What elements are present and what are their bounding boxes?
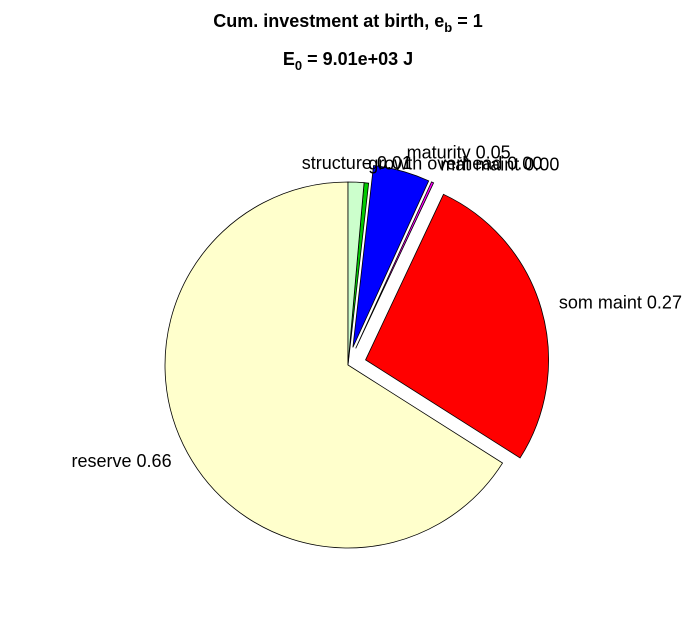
slice-name: som maint <box>559 292 642 312</box>
slice-name: maturity <box>407 142 471 162</box>
slice-name: growth overhead <box>368 153 502 173</box>
chart-title: Cum. investment at birth, eb = 1 <box>213 11 483 36</box>
title-text: Cum. investment at birth, e <box>213 11 444 31</box>
pie-slice <box>365 193 549 459</box>
slice-name: mat maint <box>440 154 519 174</box>
subtitle-text: E <box>283 49 295 69</box>
slice-value: 0.01 <box>377 153 412 173</box>
pie-slice <box>164 181 504 549</box>
slice-label: reserve 0.66 <box>72 451 172 471</box>
slice-value: 0.00 <box>507 153 542 173</box>
title-text: = 1 <box>452 11 483 31</box>
slice-value: 0.05 <box>476 142 511 162</box>
slice-label: som maint 0.27 <box>559 292 682 312</box>
subtitle-text: = 9.01e+03 J <box>302 49 413 69</box>
slice-value: 0.66 <box>137 451 172 471</box>
subtitle-subscript: 0 <box>295 58 302 73</box>
slice-value: 0.27 <box>647 292 682 312</box>
pie-slice <box>352 165 430 348</box>
pie-slice <box>355 181 435 349</box>
slice-label: maturity 0.05 <box>407 142 511 162</box>
slice-name: structure <box>302 153 372 173</box>
chart-subtitle: E0 = 9.01e+03 J <box>283 49 413 74</box>
slice-label: mat maint 0.00 <box>440 154 559 174</box>
pie-slice <box>347 181 365 366</box>
slice-label: structure 0.01 <box>302 153 412 173</box>
title-subscript: b <box>444 20 452 35</box>
slice-name: reserve <box>72 451 132 471</box>
slice-label: growth overhead 0.00 <box>368 153 542 173</box>
slice-value: 0.00 <box>524 154 559 174</box>
